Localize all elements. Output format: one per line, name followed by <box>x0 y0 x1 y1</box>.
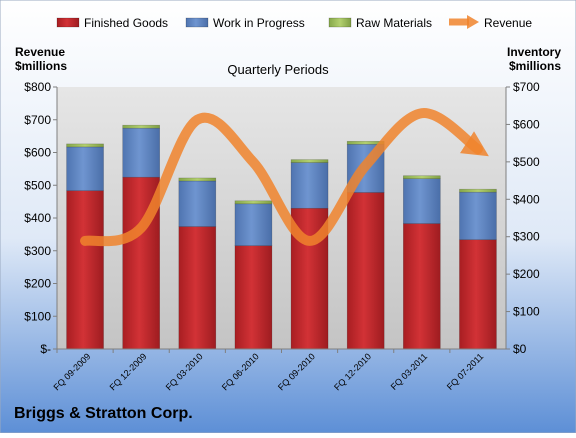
revenue-point <box>141 227 142 228</box>
left-axis-tick-label: $400 <box>24 211 51 225</box>
right-axis-tick-label: $0 <box>513 342 527 356</box>
bars-layer <box>66 124 497 350</box>
legend-label-revenue: Revenue <box>484 16 532 30</box>
bar-finished-goods <box>403 223 441 350</box>
right-axis-label-line1: Inventory <box>507 45 561 59</box>
bar-work-in-progress <box>459 191 497 241</box>
legend-label-work-in-progress: Work in Progress <box>213 16 305 30</box>
revenue-point <box>197 119 198 120</box>
bar-finished-goods <box>234 245 273 350</box>
right-axis-tick-label: $600 <box>513 117 540 131</box>
bar-raw-materials <box>122 124 160 129</box>
bar-raw-materials <box>403 175 441 180</box>
left-axis-tick-label: $300 <box>24 244 51 258</box>
left-axis-tick-label: $600 <box>24 146 51 160</box>
revenue-point <box>365 165 366 166</box>
right-axis-tick-label: $700 <box>513 80 540 94</box>
left-axis-tick-label: $800 <box>24 80 51 94</box>
left-axis-label-line1: Revenue <box>15 45 65 59</box>
revenue-line <box>80 108 489 247</box>
bar-work-in-progress <box>178 180 217 227</box>
revenue-line-layer <box>80 108 489 247</box>
legend-swatch-work-in-progress <box>185 17 209 28</box>
right-axis-label-line2: $millions <box>509 59 561 73</box>
revenue-point <box>253 162 254 163</box>
revenue-point <box>85 240 86 241</box>
legend-swatch-finished-goods <box>56 17 80 28</box>
left-axis-tick-label: $100 <box>24 309 51 323</box>
bar-work-in-progress <box>234 203 273 246</box>
bar-finished-goods <box>178 226 217 350</box>
right-axis-tick-label: $500 <box>513 155 540 169</box>
legend-swatch-raw-materials <box>328 17 352 28</box>
bar-raw-materials <box>66 143 104 148</box>
right-axis-tick-label: $400 <box>513 192 540 206</box>
bar-raw-materials <box>290 159 329 163</box>
legend-label-finished-goods: Finished Goods <box>84 16 168 30</box>
bar-work-in-progress <box>403 178 441 224</box>
bar-work-in-progress <box>66 146 104 191</box>
left-axis-tick-label: $200 <box>24 277 51 291</box>
right-axis-tick-label: $300 <box>513 230 540 244</box>
right-axis-tick-label: $100 <box>513 305 540 319</box>
revenue-point <box>309 240 310 241</box>
legend-label-raw-materials: Raw Materials <box>356 16 432 30</box>
revenue-point <box>477 149 478 150</box>
bar-raw-materials <box>234 200 273 205</box>
left-axis-label-line2: $millions <box>15 59 67 73</box>
left-axis-tick-label: $700 <box>24 113 51 127</box>
left-axis-tick-label: $500 <box>24 178 51 192</box>
right-axis-tick-label: $200 <box>513 267 540 281</box>
company-name: Briggs & Stratton Corp. <box>14 405 193 422</box>
bar-finished-goods <box>346 192 385 350</box>
revenue-point <box>421 113 422 114</box>
bar-work-in-progress <box>290 162 329 209</box>
chart-title: Quarterly Periods <box>227 62 329 77</box>
bar-finished-goods <box>66 190 104 350</box>
bar-finished-goods <box>459 239 497 350</box>
left-axis-tick-label: $- <box>40 342 51 356</box>
bar-work-in-progress <box>122 127 160 178</box>
legend: Finished Goods Work in Progress Raw Materi… <box>56 15 532 30</box>
bar-raw-materials <box>459 188 497 193</box>
legend-arrow-head <box>467 15 479 29</box>
bar-raw-materials <box>178 177 217 182</box>
